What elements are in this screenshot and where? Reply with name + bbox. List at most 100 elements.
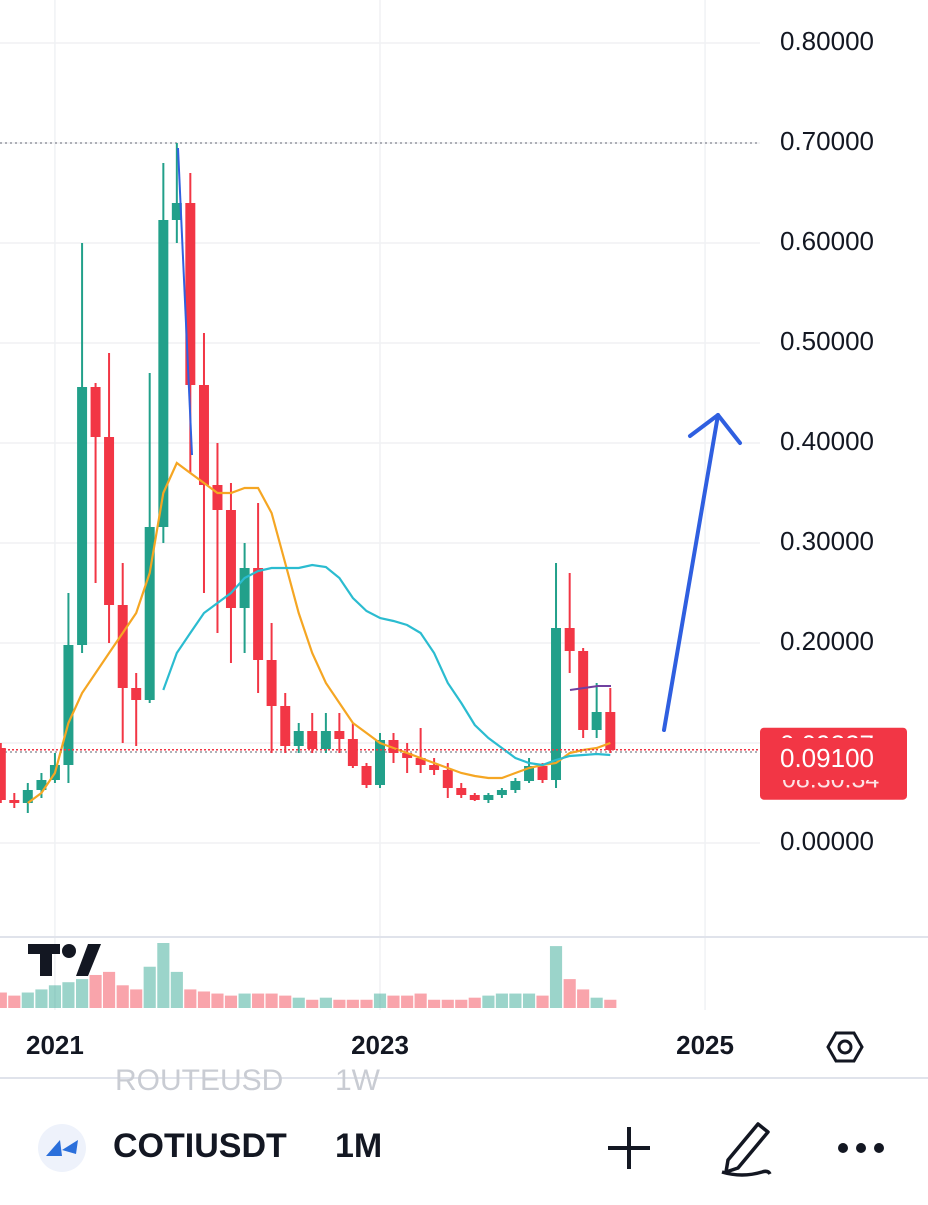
candle-body bbox=[524, 766, 535, 781]
candle-body bbox=[253, 568, 264, 660]
candle-body bbox=[402, 753, 413, 758]
volume-bar bbox=[102, 971, 116, 1008]
volume-bar bbox=[89, 974, 102, 1008]
volume-bar bbox=[224, 995, 238, 1008]
volume-bar bbox=[157, 943, 170, 1008]
volume-bar bbox=[21, 992, 34, 1008]
candle-body bbox=[375, 740, 385, 785]
more-button[interactable] bbox=[838, 1143, 884, 1153]
candle-body bbox=[171, 203, 182, 220]
volume-bar bbox=[333, 999, 346, 1008]
volume-bar bbox=[292, 997, 305, 1008]
volume-bar bbox=[8, 995, 21, 1008]
candle-body bbox=[483, 795, 494, 800]
candle-body bbox=[429, 765, 440, 770]
volume-bar bbox=[536, 995, 549, 1008]
volume-bar bbox=[0, 992, 7, 1008]
candle-body bbox=[293, 731, 304, 746]
volume-bar bbox=[441, 999, 454, 1008]
candle-body bbox=[104, 437, 115, 605]
volume-bar bbox=[401, 995, 414, 1008]
candle-body bbox=[266, 660, 277, 706]
y-tick-label: 0.00000 bbox=[780, 826, 874, 856]
volume-bar bbox=[522, 993, 536, 1008]
volume-pane bbox=[0, 943, 617, 1008]
candle-body bbox=[185, 203, 196, 385]
volume-bar bbox=[319, 997, 332, 1008]
volume-bar bbox=[48, 985, 62, 1008]
candle-body bbox=[496, 790, 507, 795]
arrow-head bbox=[688, 413, 742, 445]
volume-bar bbox=[604, 999, 617, 1008]
candle-body bbox=[22, 790, 33, 803]
volume-bar bbox=[76, 979, 89, 1008]
low-price-badge bbox=[760, 738, 898, 780]
volume-bar bbox=[306, 999, 319, 1008]
candle-body bbox=[564, 628, 575, 651]
volume-bar bbox=[211, 993, 224, 1008]
candle-body bbox=[551, 628, 562, 780]
x-tick-label: 2025 bbox=[676, 1030, 734, 1060]
symbol-icon[interactable] bbox=[38, 1124, 86, 1172]
volume-bar bbox=[414, 993, 427, 1008]
settings-button[interactable] bbox=[826, 1031, 864, 1063]
volume-bar bbox=[495, 993, 508, 1008]
symbol[interactable]: COTIUSDT bbox=[113, 1127, 287, 1165]
candle-body bbox=[334, 731, 345, 739]
volume-bar bbox=[387, 995, 400, 1008]
volume-bar bbox=[482, 995, 495, 1008]
candle-body bbox=[77, 387, 88, 645]
add-button[interactable] bbox=[608, 1127, 650, 1169]
level-drawing bbox=[569, 685, 611, 691]
volume-bar bbox=[265, 993, 278, 1008]
candle-body bbox=[158, 220, 169, 527]
volume-bar bbox=[468, 997, 481, 1008]
candle-body bbox=[605, 712, 616, 750]
candle-body bbox=[9, 800, 20, 803]
moving-average bbox=[27, 461, 611, 804]
plot: 0.0932708:30:340.09100 bbox=[0, 143, 907, 813]
candle-body bbox=[225, 510, 236, 608]
candle-body bbox=[578, 651, 589, 730]
candle-body bbox=[307, 731, 318, 749]
volume-bar bbox=[116, 985, 129, 1008]
y-tick-label: 0.20000 bbox=[780, 626, 874, 656]
candle-body bbox=[456, 788, 467, 795]
y-tick-label: 0.80000 bbox=[780, 26, 874, 56]
candle-body bbox=[0, 748, 6, 800]
volume-bar bbox=[62, 982, 75, 1008]
candle-body bbox=[442, 770, 453, 788]
candle-body bbox=[510, 781, 521, 790]
volume-bar bbox=[130, 989, 143, 1008]
candle-body bbox=[117, 605, 128, 688]
interval[interactable]: 1M bbox=[335, 1127, 382, 1165]
candle-body bbox=[280, 706, 291, 746]
candle-body bbox=[63, 645, 74, 765]
volume-bar bbox=[455, 999, 468, 1008]
volume-bar bbox=[184, 989, 197, 1008]
y-tick-label: 0.30000 bbox=[780, 526, 874, 556]
faded-interval: 1W bbox=[335, 1064, 381, 1097]
candle-body bbox=[239, 568, 250, 608]
volume-bar bbox=[143, 966, 156, 1008]
moving-average bbox=[162, 563, 611, 767]
low-price-label: 0.09100 bbox=[780, 743, 874, 773]
y-tick-label: 0.60000 bbox=[780, 226, 874, 256]
volume-bar bbox=[509, 993, 522, 1008]
x-tick-label: 2021 bbox=[26, 1030, 84, 1060]
volume-bar bbox=[35, 989, 48, 1008]
candle-body bbox=[347, 739, 358, 766]
volume-bar bbox=[577, 989, 590, 1008]
candle-body bbox=[469, 795, 480, 800]
volume-bar bbox=[549, 946, 563, 1008]
volume-bar bbox=[563, 979, 576, 1008]
y-tick-label: 0.40000 bbox=[780, 426, 874, 456]
candle-body bbox=[361, 766, 372, 785]
draw-button[interactable] bbox=[721, 1122, 772, 1177]
volume-bar bbox=[170, 971, 183, 1008]
volume-bar bbox=[346, 999, 359, 1008]
volume-bar bbox=[238, 993, 251, 1008]
volume-bar bbox=[590, 997, 603, 1008]
